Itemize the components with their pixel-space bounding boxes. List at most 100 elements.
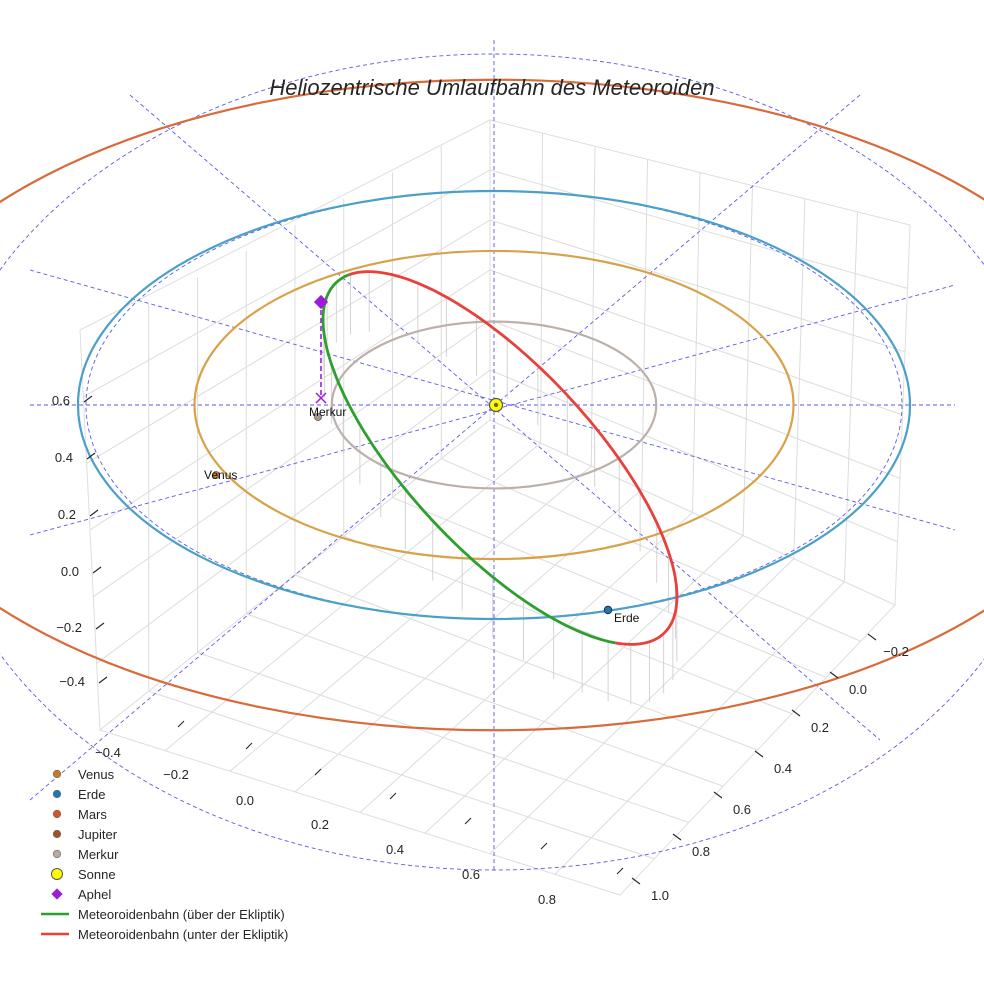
legend-marker [36,904,78,924]
legend-circle-icon [51,868,63,880]
z-tick-label: 1.0 [651,888,669,903]
reference-radial-line [29,269,956,531]
legend-label: Sonne [78,866,116,882]
y-tick-label: 0.6 [52,393,70,408]
legend-circle-icon [52,829,62,839]
grid-line [441,458,861,642]
chart-title: Heliozentrische Umlaufbahn des Meteoroid… [269,75,714,100]
drop-lines [322,271,678,705]
z-tick-label: 0.2 [811,720,829,735]
y-tick-label: 0.4 [55,450,73,465]
grid-line [83,169,491,398]
legend-item: Jupiter [36,824,366,844]
legend-marker [36,824,78,844]
x-tick-label: 0.2 [311,817,329,832]
x-tick [314,768,322,776]
grid-line [392,497,827,678]
meteoroid-orbit-below [348,270,679,646]
legend-marker [36,784,78,804]
x-tick-label: −0.2 [163,767,189,782]
y-tick [89,509,99,517]
legend-circle-icon [52,849,62,859]
grid-line [96,369,491,664]
z-tick-label: −0.2 [883,644,909,659]
y-tick-label: −0.4 [59,674,85,689]
legend: Venus Erde Mars Jupiter Merkur Sonne Aphel Mete… [36,764,366,944]
grid-line [489,558,795,855]
mercury-marker [314,413,322,421]
y-tick [98,676,108,684]
legend-diamond-icon [51,888,63,900]
venus-marker [212,471,220,479]
mercury-label: Merkur [309,405,346,419]
z-tick [829,671,839,679]
z-tick-label: 0.4 [774,761,792,776]
grid-line [86,219,491,464]
planet-orbits [0,78,984,732]
legend-label: Venus [78,766,115,782]
legend-item: Erde [36,784,366,804]
legend-item: Meteoroidenbahn (über der Ekliptik) [36,904,366,924]
legend-marker [36,864,78,884]
legend-item: Venus [36,764,366,784]
legend-label: Jupiter [78,826,118,842]
orbit-merkur [330,320,658,490]
aphel-projection-marker [315,392,327,404]
legend-marker [36,804,78,824]
y-tick-label: −0.2 [56,620,82,635]
grid-lines [83,133,908,875]
z-tick [672,833,682,841]
z-tick [713,791,723,799]
bodies: Merkur Venus Erde [204,397,640,625]
grid-line [359,512,693,813]
x-tick [177,720,185,728]
legend-marker [36,764,78,784]
y-tick [95,622,105,630]
aphel-group [313,294,329,404]
earth-label: Erde [614,611,640,625]
legend-circle-icon [52,809,62,819]
legend-label: Mars [78,806,107,822]
x-tick [616,867,624,875]
x-tick [540,842,548,850]
grid-line [489,369,898,543]
tick-labels: 0.6 0.4 0.2 0.0 −0.2 −0.4 −0.4 −0.2 0.0 0.2 0.4 0.6… [52,393,909,907]
tick-marks [83,395,877,885]
y-tick [83,395,93,403]
grid-line [424,535,744,834]
z-tick-label: 0.6 [733,802,751,817]
legend-circle-icon [52,789,62,799]
x-tick [245,742,253,750]
x-tick [389,792,397,800]
orbit-mars [0,78,984,732]
meteoroid-orbit-above [321,273,616,645]
y-tick [86,452,96,460]
grid-line [489,319,901,479]
orbit-erde [76,189,912,621]
z-tick [791,709,801,717]
x-tick-label: 0.6 [462,867,480,882]
z-tick [754,750,764,758]
grid-line [554,581,845,875]
y-tick-label: 0.0 [61,564,79,579]
legend-marker [36,844,78,864]
x-tick-label: 0.4 [386,842,404,857]
grid-line [489,269,903,416]
x-tick [464,817,472,825]
reference-radial-line [129,94,881,741]
legend-label: Merkur [78,846,119,862]
z-tick [631,877,641,885]
legend-label: Meteoroidenbahn (unter der Ekliptik) [78,926,289,942]
grid-line [89,269,491,531]
orbit-venus [193,249,795,561]
z-tick-label: 0.8 [692,844,710,859]
x-tick-label: 0.0 [236,793,254,808]
x-tick-label: 0.8 [538,892,556,907]
venus-label: Venus [204,468,237,482]
legend-item: Meteoroidenbahn (unter der Ekliptik) [36,924,366,944]
z-tick [867,633,877,641]
legend-item: Mars [36,804,366,824]
grid-line [489,219,906,353]
legend-circle-icon [52,769,62,779]
